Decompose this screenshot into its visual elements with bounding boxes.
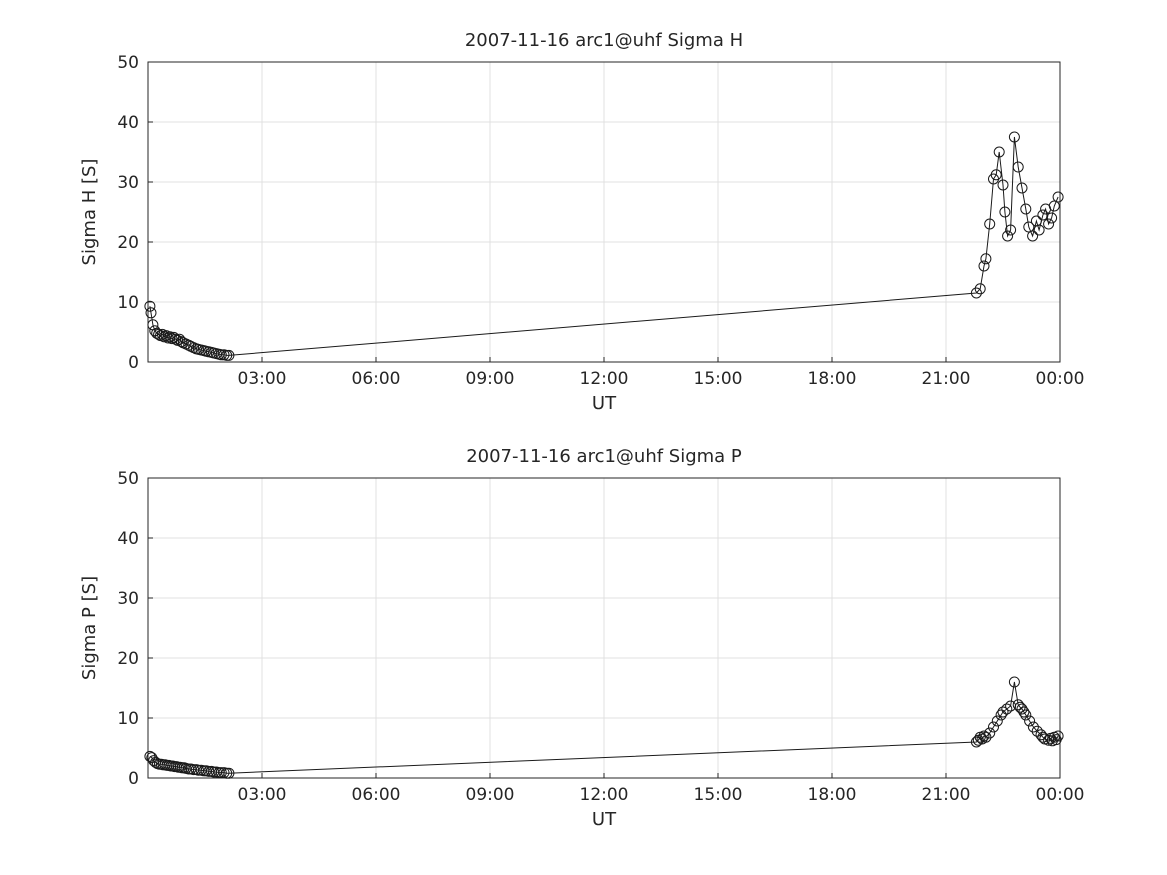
y-tick-label: 50 [117, 469, 139, 489]
grid [148, 478, 1060, 778]
x-tick-label: 00:00 [1036, 369, 1085, 389]
y-tick-label: 40 [117, 529, 139, 549]
data-point-marker [997, 179, 1009, 191]
x-tick-label: 15:00 [694, 369, 743, 389]
series-markers [144, 131, 1064, 361]
y-tick-label: 0 [128, 769, 139, 789]
x-tick-label: 03:00 [238, 785, 287, 805]
data-point-marker [1048, 200, 1060, 212]
data-point-marker [970, 287, 982, 299]
data-point-marker [1020, 203, 1032, 215]
data-point-marker [1033, 224, 1045, 236]
data-point-marker [215, 349, 227, 361]
x-tick-label: 21:00 [922, 785, 971, 805]
y-axis-label: Sigma H [S] [79, 159, 100, 266]
data-point-marker [1008, 676, 1020, 688]
data-point-marker [997, 706, 1009, 718]
data-point-marker [1005, 224, 1017, 236]
y-tick-label: 20 [117, 233, 139, 253]
data-point-marker [1008, 131, 1020, 143]
data-point-marker [1012, 699, 1024, 711]
chart-sigma-p: 2007-11-16 arc1@uhf Sigma P 03:00 06:00 09:… [79, 446, 1085, 830]
tick-marks [148, 61, 1061, 363]
data-point-marker [984, 218, 996, 230]
data-point-marker [223, 349, 235, 361]
x-tick-label: 18:00 [808, 369, 857, 389]
chart-title: 2007-11-16 arc1@uhf Sigma H [465, 30, 743, 51]
data-point-marker [170, 333, 182, 345]
data-point-marker [978, 730, 990, 742]
data-point-marker [144, 750, 156, 762]
tick-marks [148, 477, 1061, 779]
x-tick-label: 09:00 [466, 785, 515, 805]
data-point-marker [1031, 725, 1043, 737]
data-point-marker [1035, 729, 1047, 741]
x-tick-label: 12:00 [580, 369, 629, 389]
x-tick-label: 12:00 [580, 785, 629, 805]
data-point-marker [1024, 715, 1036, 727]
data-point-marker [988, 721, 999, 733]
x-tick-label: 21:00 [922, 369, 971, 389]
data-point-marker [991, 715, 1003, 727]
x-tick-label: 15:00 [694, 785, 743, 805]
y-tick-label: 20 [117, 649, 139, 669]
y-tick-label: 30 [117, 589, 139, 609]
data-point-marker [1052, 191, 1064, 203]
y-tick-label: 30 [117, 173, 139, 193]
data-point-marker [183, 339, 195, 351]
data-point-marker [145, 307, 157, 319]
data-point-marker [1027, 721, 1039, 733]
x-tick-label: 06:00 [352, 785, 401, 805]
data-point-marker [223, 767, 235, 779]
data-point-marker [1012, 161, 1024, 173]
data-point-marker [978, 260, 990, 272]
y-tick-label: 10 [117, 293, 139, 313]
data-point-marker [1001, 703, 1013, 715]
data-point-marker [993, 146, 1005, 158]
x-tick-label: 00:00 [1036, 785, 1085, 805]
data-point-marker [1043, 734, 1055, 746]
grid [148, 62, 1060, 362]
chart-sigma-h: 2007-11-16 arc1@uhf Sigma H 03:00 06:00 09:… [79, 30, 1085, 414]
data-point-marker [1043, 218, 1055, 230]
x-axis-label: UT [592, 393, 617, 414]
data-point-marker [1020, 709, 1032, 721]
x-tick-label: 03:00 [238, 369, 287, 389]
data-point-marker [153, 328, 165, 340]
data-point-marker [984, 727, 996, 739]
data-point-marker [980, 731, 992, 743]
data-point-marker [215, 767, 227, 779]
series-markers [144, 676, 1064, 779]
data-point-marker [999, 206, 1011, 218]
data-point-marker [1016, 703, 1028, 715]
x-tick-label: 06:00 [352, 369, 401, 389]
y-tick-label: 40 [117, 113, 139, 133]
data-point-marker [1046, 212, 1058, 224]
y-tick-label: 50 [117, 53, 139, 73]
data-point-marker [1052, 730, 1064, 742]
data-point-marker [1027, 230, 1039, 242]
y-axis-label: Sigma P [S] [79, 576, 100, 680]
data-point-marker [974, 283, 986, 295]
x-tick-label: 09:00 [466, 369, 515, 389]
x-tick-label: 18:00 [808, 785, 857, 805]
data-point-marker [990, 169, 1002, 181]
data-point-marker [144, 300, 156, 312]
data-point-marker [1023, 221, 1035, 233]
data-point-marker [1002, 230, 1014, 242]
y-tick-label: 10 [117, 709, 139, 729]
chart-title: 2007-11-16 arc1@uhf Sigma P [466, 446, 742, 467]
data-point-marker [1037, 731, 1049, 743]
data-point-marker [1016, 182, 1028, 194]
data-point-marker [980, 253, 992, 265]
data-point-marker [995, 709, 1007, 721]
data-point-marker [1018, 706, 1030, 718]
y-tick-label: 0 [128, 353, 139, 373]
data-point-marker [148, 755, 160, 767]
x-axis-label: UT [592, 809, 617, 830]
